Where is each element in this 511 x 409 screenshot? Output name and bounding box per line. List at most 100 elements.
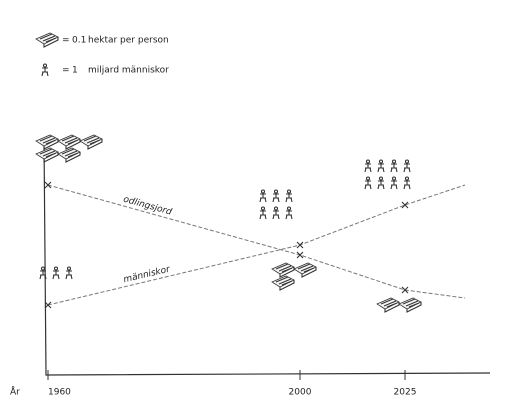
person-body xyxy=(39,270,47,280)
person-icon xyxy=(390,159,398,173)
field-edge xyxy=(279,280,295,291)
field-icon xyxy=(57,134,81,150)
series-label: odlingsjord xyxy=(122,195,173,218)
field-rows xyxy=(39,135,57,145)
field-edge xyxy=(406,302,422,313)
field-icon xyxy=(57,147,81,163)
field-icon xyxy=(398,297,422,313)
legend-unit: miljard människor xyxy=(88,66,169,76)
person-head xyxy=(260,206,266,211)
field-rows xyxy=(380,298,398,308)
person-icon xyxy=(39,266,47,280)
person-body xyxy=(65,270,73,280)
person-body xyxy=(259,193,267,203)
point-marker xyxy=(44,181,52,189)
point-marker xyxy=(296,251,304,259)
field-edge xyxy=(43,152,59,163)
person-body xyxy=(390,180,398,190)
point-marker xyxy=(401,201,409,209)
person-icon xyxy=(403,159,411,173)
field-edge xyxy=(43,37,59,48)
field-rows xyxy=(297,263,315,273)
field-icon xyxy=(35,147,59,163)
person-head xyxy=(273,189,279,194)
person-body xyxy=(52,270,60,280)
person-head xyxy=(378,176,384,181)
person-icon xyxy=(285,189,293,203)
person-head xyxy=(391,159,397,164)
person-body xyxy=(390,163,398,173)
x-axis-label: År xyxy=(10,386,20,398)
field-edge xyxy=(43,139,59,150)
person-icon xyxy=(377,176,385,190)
field-rows xyxy=(39,148,57,158)
person-body xyxy=(272,193,280,203)
person-body xyxy=(285,193,293,203)
series-label: människor xyxy=(123,264,173,285)
field-rows xyxy=(83,135,101,145)
x-tick-label: 1960 xyxy=(48,388,71,398)
person-head xyxy=(404,176,410,181)
person-icon xyxy=(259,206,267,220)
person-body xyxy=(272,210,280,220)
field-edge xyxy=(384,302,400,313)
point-marker xyxy=(296,241,304,249)
field-icon xyxy=(271,262,295,278)
person-icon xyxy=(65,266,73,280)
person-icon xyxy=(272,206,280,220)
person-body xyxy=(364,163,372,173)
person-icon xyxy=(364,159,372,173)
person-body xyxy=(259,210,267,220)
field-icon xyxy=(271,275,295,291)
field-icon xyxy=(79,134,103,150)
person-body xyxy=(403,180,411,190)
field-rows xyxy=(275,276,293,286)
field-icon xyxy=(293,262,317,278)
person-body xyxy=(285,210,293,220)
point-marker xyxy=(44,301,52,309)
field-icon xyxy=(35,134,59,150)
series-line xyxy=(47,184,466,306)
field-rows xyxy=(39,33,57,43)
person-head xyxy=(260,189,266,194)
x-tick-label: 2025 xyxy=(394,388,417,398)
legend-unit: hektar per person xyxy=(88,36,169,46)
person-head xyxy=(391,176,397,181)
field-edge xyxy=(87,139,103,150)
person-icon xyxy=(377,159,385,173)
field-rows xyxy=(61,148,79,158)
field-icon xyxy=(376,297,400,313)
person-body xyxy=(41,67,49,77)
field-edge xyxy=(65,139,81,150)
person-head xyxy=(273,206,279,211)
person-body xyxy=(377,180,385,190)
person-body xyxy=(364,180,372,190)
legend-sign: = xyxy=(62,66,70,76)
field-rows xyxy=(402,298,420,308)
person-head xyxy=(66,266,72,271)
series-line xyxy=(47,184,466,299)
x-tick-label: 2000 xyxy=(289,388,312,398)
person-head xyxy=(378,159,384,164)
legend-value: 0.1 xyxy=(72,36,86,46)
axes xyxy=(43,139,491,376)
person-head xyxy=(53,266,59,271)
legend-sign: = xyxy=(62,36,70,46)
person-head xyxy=(365,176,371,181)
field-icon xyxy=(35,32,59,48)
person-head xyxy=(404,159,410,164)
person-body xyxy=(377,163,385,173)
person-head xyxy=(286,189,292,194)
person-head xyxy=(286,206,292,211)
person-icon xyxy=(272,189,280,203)
field-edge xyxy=(279,267,295,278)
person-icon xyxy=(52,266,60,280)
person-body xyxy=(403,163,411,173)
person-icon xyxy=(285,206,293,220)
field-rows xyxy=(61,135,79,145)
person-icon xyxy=(259,189,267,203)
person-head xyxy=(42,63,48,68)
field-edge xyxy=(65,152,81,163)
person-icon xyxy=(41,63,49,77)
